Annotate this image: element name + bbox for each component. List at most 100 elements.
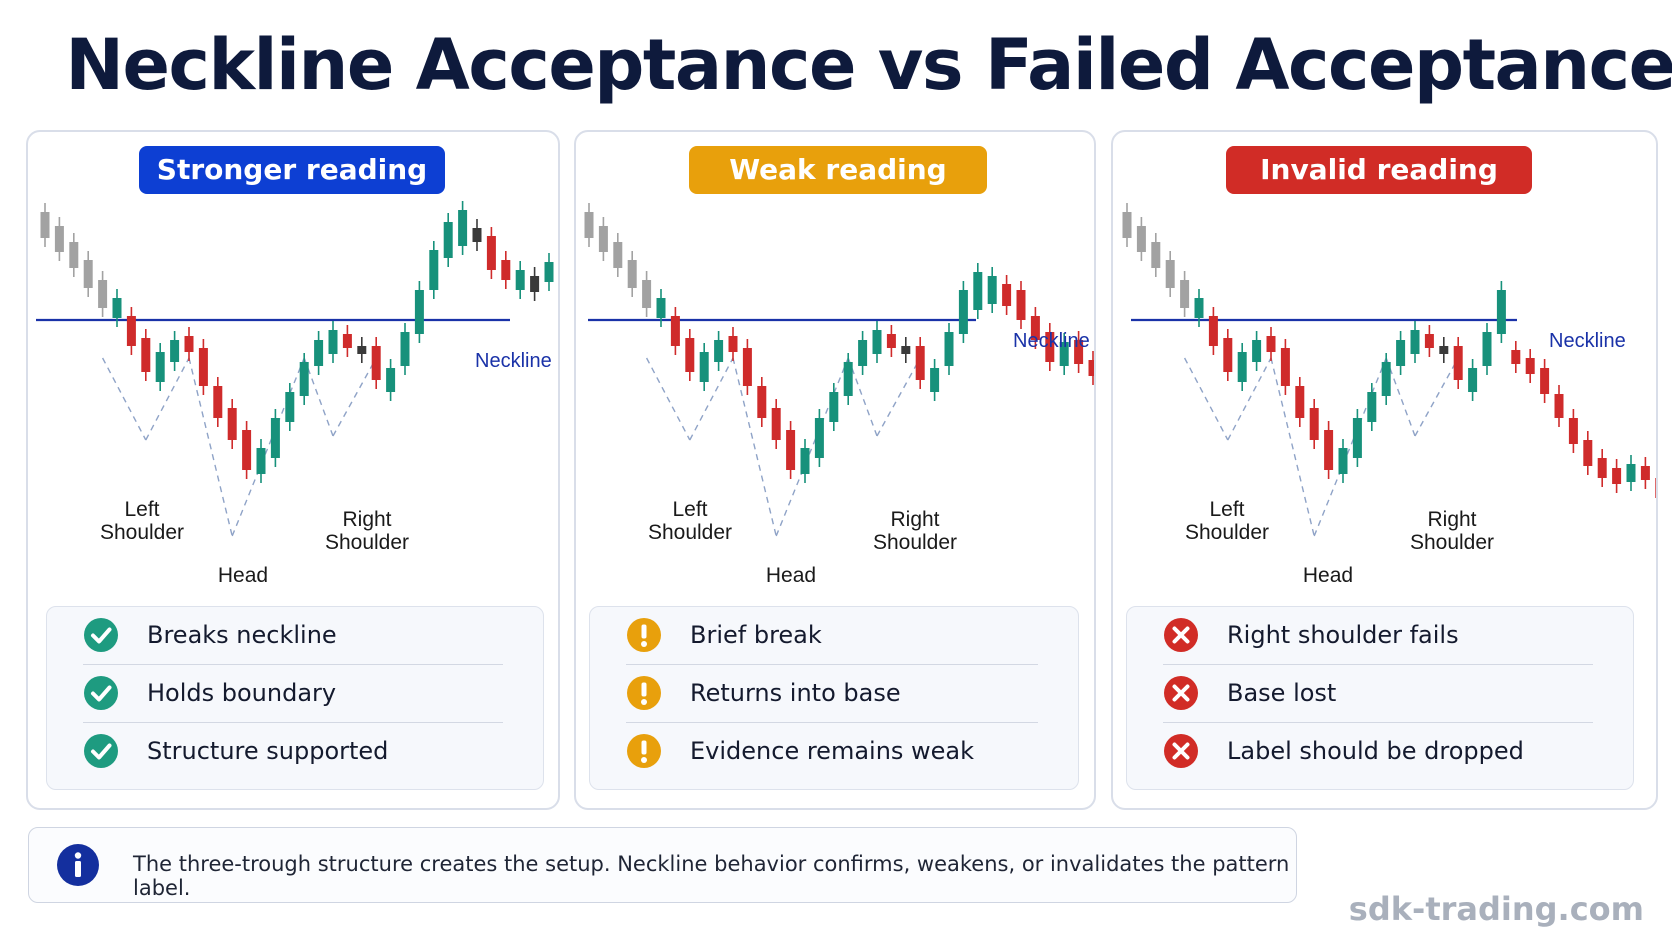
candlestick bbox=[930, 359, 940, 401]
candlestick bbox=[1280, 339, 1290, 395]
trough-guide-line bbox=[847, 357, 878, 437]
candlestick bbox=[1640, 457, 1650, 489]
label-left-shoulder: Left Shoulder bbox=[99, 498, 185, 544]
candlestick bbox=[656, 289, 666, 327]
candlestick bbox=[1338, 439, 1348, 483]
trough-guide-line bbox=[1227, 357, 1272, 441]
candlestick bbox=[1252, 331, 1262, 371]
divider bbox=[83, 664, 503, 665]
candlestick bbox=[1367, 383, 1377, 431]
candlestick bbox=[414, 281, 424, 343]
candlestick bbox=[227, 399, 237, 449]
candlestick bbox=[642, 271, 652, 317]
candlestick bbox=[270, 409, 280, 467]
candlestick bbox=[54, 217, 64, 261]
candlestick bbox=[1468, 359, 1478, 401]
trough-guide-line bbox=[1385, 357, 1416, 437]
trough-guide-line bbox=[732, 357, 777, 537]
page-title: Neckline Acceptance vs Failed Acceptance bbox=[65, 24, 1672, 106]
panel-weak-reading: Weak reading Left Shoulder Head Right Sh… bbox=[574, 130, 1096, 810]
list-item-text: Label should be dropped bbox=[1227, 737, 1524, 765]
candlestick bbox=[958, 281, 968, 343]
candlestick bbox=[328, 321, 338, 363]
candlestick bbox=[757, 377, 767, 427]
check-icon bbox=[83, 617, 119, 657]
list-item: Breaks neckline bbox=[47, 607, 543, 664]
candlestick bbox=[1324, 421, 1334, 479]
candlestick bbox=[1554, 385, 1564, 427]
candlestick bbox=[1208, 307, 1218, 355]
candlestick bbox=[1381, 353, 1391, 405]
candlestick bbox=[1612, 459, 1622, 493]
candlestick bbox=[1439, 337, 1449, 363]
list-item: Returns into base bbox=[590, 665, 1078, 722]
trough-guide-line bbox=[101, 357, 147, 441]
candlestick bbox=[728, 327, 738, 361]
candlestick bbox=[1016, 281, 1026, 329]
list-item: Right shoulder fails bbox=[1127, 607, 1633, 664]
divider bbox=[1163, 722, 1593, 723]
candlestick bbox=[1525, 349, 1535, 383]
candlestick bbox=[872, 321, 882, 363]
candlestick bbox=[371, 337, 381, 389]
candlestick bbox=[1088, 351, 1094, 385]
exclamation-icon bbox=[626, 733, 662, 773]
label-neckline: Neckline bbox=[475, 350, 552, 372]
candlestick bbox=[987, 267, 997, 313]
candlestick bbox=[1136, 217, 1146, 261]
label-left-shoulder: Left Shoulder bbox=[1184, 498, 1270, 544]
candlestick bbox=[98, 271, 108, 317]
candlestick bbox=[886, 325, 896, 357]
list-item: Brief break bbox=[590, 607, 1078, 664]
x-icon bbox=[1163, 675, 1199, 715]
candlestick bbox=[342, 325, 352, 357]
candlestick bbox=[1045, 323, 1055, 371]
candlestick bbox=[714, 331, 724, 371]
divider bbox=[626, 664, 1038, 665]
candlestick bbox=[1165, 251, 1175, 297]
list-item-text: Brief break bbox=[690, 621, 822, 649]
candlestick bbox=[1223, 329, 1233, 381]
badge-stronger-reading: Stronger reading bbox=[139, 146, 445, 194]
badge-invalid-reading: Invalid reading bbox=[1226, 146, 1532, 194]
candlestick bbox=[1030, 307, 1040, 349]
candlestick bbox=[1295, 377, 1305, 427]
candlestick bbox=[299, 353, 309, 405]
info-note: The three-trough structure creates the s… bbox=[28, 827, 1297, 903]
list-item-text: Right shoulder fails bbox=[1227, 621, 1459, 649]
check-icon bbox=[83, 733, 119, 773]
label-left-shoulder: Left Shoulder bbox=[647, 498, 733, 544]
candlestick bbox=[1180, 271, 1190, 317]
chart-weak-reading bbox=[584, 203, 1094, 537]
candlestick bbox=[314, 331, 324, 375]
candlestick bbox=[198, 339, 208, 395]
candlestick bbox=[357, 337, 367, 363]
divider bbox=[83, 722, 503, 723]
candlestick bbox=[170, 331, 180, 371]
list-item: Base lost bbox=[1127, 665, 1633, 722]
list-item-text: Evidence remains weak bbox=[690, 737, 975, 765]
candlestick bbox=[1059, 333, 1069, 375]
candlestick bbox=[1352, 409, 1362, 467]
list-item-text: Holds boundary bbox=[147, 679, 337, 707]
list-item: Structure supported bbox=[47, 723, 543, 780]
candlestick bbox=[141, 329, 151, 381]
candlestick bbox=[486, 227, 496, 279]
candlestick bbox=[1424, 325, 1434, 357]
candlestick bbox=[1410, 321, 1420, 363]
candlestick bbox=[126, 307, 136, 355]
label-head: Head bbox=[765, 564, 817, 587]
label-right-shoulder: Right Shoulder bbox=[872, 508, 958, 554]
chart-stronger-reading bbox=[36, 201, 554, 537]
x-icon bbox=[1163, 733, 1199, 773]
label-head: Head bbox=[1302, 564, 1354, 587]
trough-guide-line bbox=[645, 357, 691, 441]
list-item-text: Breaks neckline bbox=[147, 621, 337, 649]
candlestick bbox=[973, 263, 983, 319]
candlestick bbox=[1540, 359, 1550, 403]
list-item: Holds boundary bbox=[47, 665, 543, 722]
checklist-invalid: Right shoulder fails Base lost Label sho… bbox=[1126, 606, 1634, 790]
candlestick bbox=[1655, 478, 1656, 498]
candlestick bbox=[1266, 327, 1276, 361]
candlestick bbox=[843, 353, 853, 405]
